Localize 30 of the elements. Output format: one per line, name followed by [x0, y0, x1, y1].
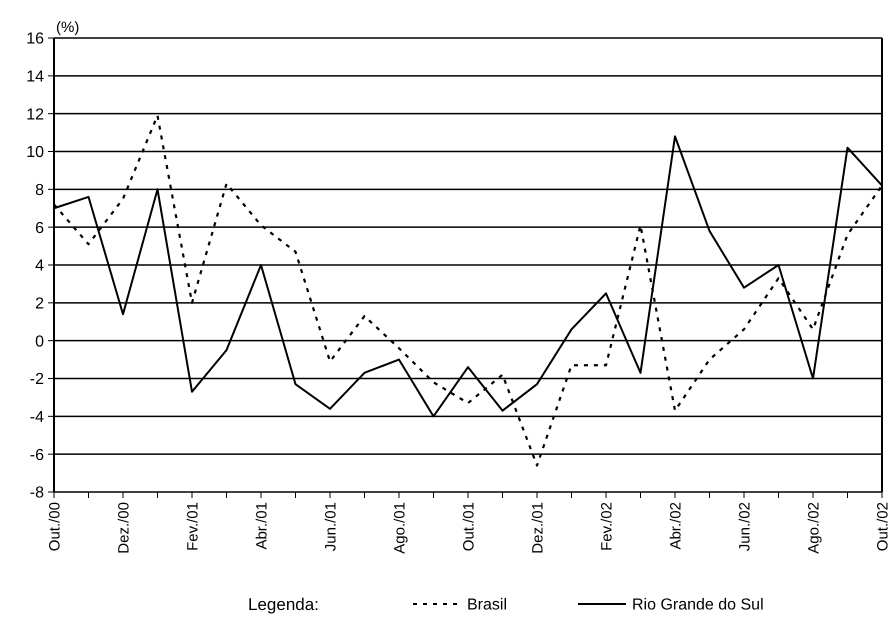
x-tick-label: Fev./01: [184, 502, 202, 551]
x-tick-label: Ago./02: [805, 502, 822, 554]
x-tick-label: Out./02: [874, 502, 892, 552]
y-tick-label: -2: [30, 371, 44, 388]
y-tick-label: 6: [35, 220, 44, 237]
legend-label: Brasil: [467, 596, 508, 614]
y-tick-label: 10: [26, 144, 44, 162]
x-tick-label: Abr./01: [253, 502, 270, 550]
x-tick-label: Jun./02: [736, 502, 754, 552]
y-tick-label: 2: [35, 295, 44, 312]
x-tick-label: Out./00: [46, 502, 64, 552]
y-axis-title: (%): [56, 19, 80, 36]
x-tick-label: Jun./01: [322, 502, 340, 552]
y-tick-label: 0: [35, 333, 44, 350]
y-tick-label: -6: [30, 446, 44, 464]
legend-title: Legenda:: [248, 595, 319, 614]
x-tick-label: Dez./01: [529, 502, 546, 554]
x-tick-label: Fev./02: [598, 502, 616, 551]
y-tick-label: 14: [26, 68, 44, 86]
y-tick-label: 8: [35, 182, 44, 199]
y-tick-label: -4: [30, 408, 44, 426]
legend-label: Rio Grande do Sul: [632, 596, 764, 614]
y-tick-label: 4: [35, 258, 44, 275]
y-tick-label: -8: [30, 484, 44, 502]
y-tick-label: 12: [26, 106, 44, 124]
x-tick-label: Dez./00: [115, 502, 132, 554]
x-tick-label: Ago./01: [391, 502, 408, 554]
x-tick-label: Abr./02: [667, 502, 684, 550]
y-tick-label: 16: [26, 30, 44, 48]
x-tick-label: Out./01: [460, 502, 478, 552]
